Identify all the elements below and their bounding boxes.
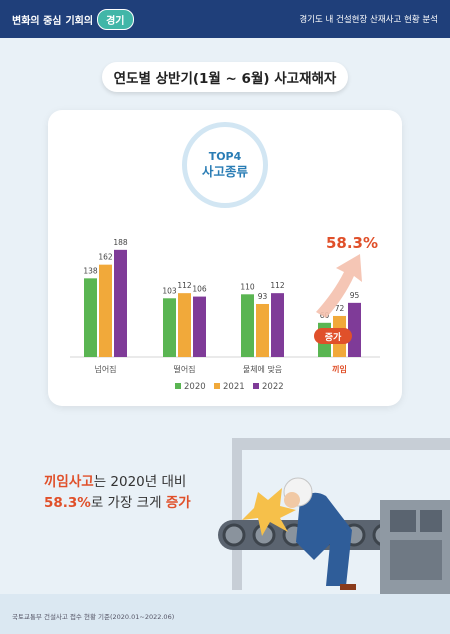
data-label: 112 bbox=[177, 281, 192, 290]
headline-increase: 증가 bbox=[165, 495, 191, 511]
legend-swatch bbox=[253, 383, 259, 389]
legend-label: 2020 bbox=[184, 382, 206, 392]
headline-text1: 는 2020년 대비 bbox=[93, 474, 187, 490]
bar bbox=[114, 249, 127, 357]
impact-burst bbox=[242, 488, 296, 536]
accident-type-label: 사고종류 bbox=[201, 163, 248, 179]
conveyor-roller bbox=[222, 523, 246, 547]
legend-label: 2022 bbox=[262, 382, 284, 392]
percent-label: 58.3% bbox=[326, 234, 378, 252]
top4-badge: TOP4 사고종류 bbox=[182, 122, 268, 208]
increase-pill bbox=[314, 328, 352, 344]
arrow-shape bbox=[316, 254, 362, 318]
machine-pillar bbox=[232, 440, 242, 590]
data-label: 95 bbox=[350, 291, 360, 300]
header: 변화의 중심 기회의 경기 경기도 내 건설현장 산재사고 현황 분석 bbox=[0, 0, 450, 38]
headline-percent: 58.3% bbox=[44, 495, 91, 511]
legend-swatch bbox=[214, 383, 220, 389]
legend-swatch bbox=[175, 383, 181, 389]
headline: 끼임사고는 2020년 대비 58.3%로 가장 크게 증가 bbox=[44, 472, 191, 514]
headline-keyword: 끼임사고 bbox=[44, 474, 94, 490]
page-title: 연도별 상반기(1월 ~ 6월) 사고재해자 bbox=[102, 62, 348, 92]
source-note: 국토교통부 건설사고 접수 현황 기준(2020.01~2022.06) bbox=[12, 613, 175, 621]
header-subtitle: 경기도 내 건설현장 산재사고 현황 분석 bbox=[299, 15, 438, 25]
brand-text-2: 기회의 bbox=[65, 15, 94, 27]
data-label: 93 bbox=[258, 292, 268, 301]
bar bbox=[348, 302, 361, 357]
machine-vent bbox=[390, 540, 442, 580]
machine-beam bbox=[232, 438, 450, 450]
brand-logo: 변화의 중심 기회의 경기 bbox=[12, 8, 134, 30]
worker-face bbox=[284, 492, 300, 508]
data-label: 138 bbox=[83, 266, 98, 275]
headline-text2: 로 가장 크게 bbox=[90, 495, 166, 511]
brand-text-1: 변화의 중심 bbox=[12, 15, 62, 27]
data-label: 72 bbox=[335, 304, 345, 313]
chart-legend: 2020 2021 2022 bbox=[175, 382, 284, 392]
bar bbox=[163, 298, 176, 357]
category-label: 넘어짐 bbox=[94, 364, 116, 374]
data-label: 188 bbox=[113, 238, 128, 247]
headline-line1: 끼임사고는 2020년 대비 bbox=[44, 472, 191, 493]
machine-panel bbox=[420, 510, 442, 532]
bar bbox=[271, 293, 284, 357]
brand-badge: 경기 bbox=[97, 8, 134, 30]
top4-label: TOP4 bbox=[208, 150, 242, 164]
bar bbox=[99, 264, 112, 357]
machine-panel bbox=[390, 510, 416, 532]
data-label: 103 bbox=[162, 286, 177, 295]
bar bbox=[178, 293, 191, 357]
bar bbox=[84, 278, 97, 357]
bar bbox=[256, 303, 269, 357]
category-label: 떨어짐 bbox=[173, 364, 195, 374]
legend-label: 2021 bbox=[223, 382, 245, 392]
increase-pill-label: 증가 bbox=[325, 331, 342, 343]
bar bbox=[241, 294, 254, 357]
footer-band bbox=[0, 594, 450, 634]
category-label: 끼임 bbox=[332, 364, 347, 374]
category-label: 물체에 맞음 bbox=[243, 364, 282, 374]
headline-line2: 58.3%로 가장 크게 증가 bbox=[44, 493, 191, 514]
worker-body bbox=[296, 492, 352, 586]
data-label: 106 bbox=[192, 285, 207, 294]
data-label: 110 bbox=[240, 282, 255, 291]
data-label: 162 bbox=[98, 253, 113, 262]
worker-illustration bbox=[218, 438, 450, 594]
worker-boot bbox=[340, 584, 356, 590]
data-label: 112 bbox=[270, 281, 285, 290]
increase-arrow: 58.3% bbox=[316, 234, 378, 318]
bar bbox=[193, 296, 206, 357]
